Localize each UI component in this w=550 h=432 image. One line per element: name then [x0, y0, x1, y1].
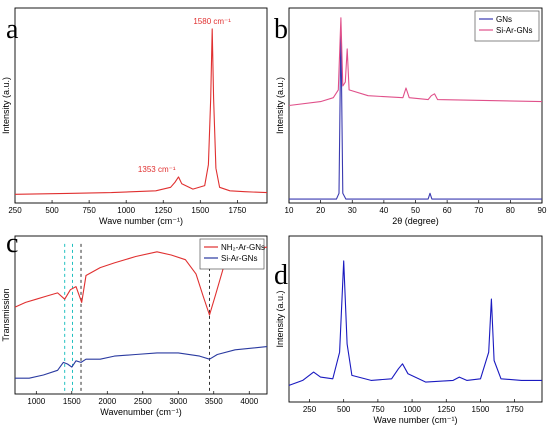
- x-tick-label-d: 1250: [437, 405, 455, 414]
- x-tick-label-c: 2000: [98, 397, 116, 406]
- x-tick-label-a: 1000: [117, 206, 135, 215]
- x-tick-label-b: 50: [411, 206, 420, 215]
- x-axis-title-c: Wavenumber (cm⁻¹): [100, 407, 181, 417]
- x-tick-label-d: 500: [337, 405, 351, 414]
- panel-letter-c: c: [6, 228, 18, 259]
- x-tick-label-c: 3500: [205, 397, 223, 406]
- series-line-b-1: [288, 17, 543, 107]
- legend-box-c: [199, 238, 265, 270]
- x-tick-label-b: 60: [443, 206, 452, 215]
- panel-letter-d: d: [274, 260, 288, 291]
- panel-letter-b: b: [274, 14, 288, 45]
- x-tick-label-c: 4000: [240, 397, 258, 406]
- x-tick-label-d: 1500: [472, 405, 490, 414]
- series-line-c-1: [15, 346, 268, 379]
- x-tick-label-b: 80: [506, 206, 515, 215]
- x-tick-label-a: 500: [45, 206, 59, 215]
- series-line-d-0: [288, 260, 542, 386]
- legend-label-b-0: GNs: [496, 15, 512, 24]
- x-tick-label-b: 30: [348, 206, 357, 215]
- x-tick-label-d: 750: [371, 405, 385, 414]
- x-tick-label-b: 10: [285, 206, 294, 215]
- legend-label-b-1: Si-Ar-GNs: [496, 26, 532, 35]
- x-tick-label-b: 90: [538, 206, 547, 215]
- x-tick-label-b: 20: [316, 206, 325, 215]
- panel-letter-a: a: [6, 14, 19, 45]
- x-tick-label-c: 3000: [169, 397, 187, 406]
- x-tick-label-a: 1750: [228, 206, 246, 215]
- x-tick-label-d: 1750: [506, 405, 524, 414]
- series-line-b-0: [289, 26, 542, 200]
- peak-annotation-a: 1353 cm⁻¹: [138, 165, 176, 174]
- plot-frame-d: [288, 235, 543, 403]
- peak-annotation-a: 1580 cm⁻¹: [193, 17, 231, 26]
- legend-box-b: [474, 10, 540, 42]
- x-axis-title-b: 2θ (degree): [392, 216, 439, 226]
- x-axis-title-d: Wave number (cm⁻¹): [374, 415, 458, 425]
- x-tick-label-a: 1250: [154, 206, 172, 215]
- legend-label-c-1: Si-Ar-GNs: [221, 254, 257, 263]
- series-line-c-0: [14, 246, 268, 316]
- x-tick-label-d: 1000: [403, 405, 421, 414]
- x-tick-label-a: 1500: [191, 206, 209, 215]
- y-axis-title-a: Intensity (a.u.): [1, 77, 11, 134]
- x-tick-label-d: 250: [303, 405, 317, 414]
- x-tick-label-c: 2500: [134, 397, 152, 406]
- y-axis-title-d: Intensity (a.u.): [275, 290, 285, 347]
- x-tick-label-c: 1500: [63, 397, 81, 406]
- series-line-a-0: [14, 28, 268, 195]
- x-tick-label-b: 40: [379, 206, 388, 215]
- y-axis-title-c: Transmission: [1, 288, 11, 341]
- x-tick-label-a: 250: [8, 206, 22, 215]
- plot-frame-a: [14, 7, 268, 204]
- x-tick-label-b: 70: [474, 206, 483, 215]
- plot-frame-c: [14, 235, 268, 395]
- x-tick-label-c: 1000: [27, 397, 45, 406]
- x-tick-label-a: 750: [82, 206, 96, 215]
- x-axis-title-a: Wave number (cm⁻¹): [99, 216, 183, 226]
- legend-label-c-0: NH₂-Ar-GNs: [221, 243, 265, 252]
- y-axis-title-b: Intensity (a.u.): [275, 77, 285, 134]
